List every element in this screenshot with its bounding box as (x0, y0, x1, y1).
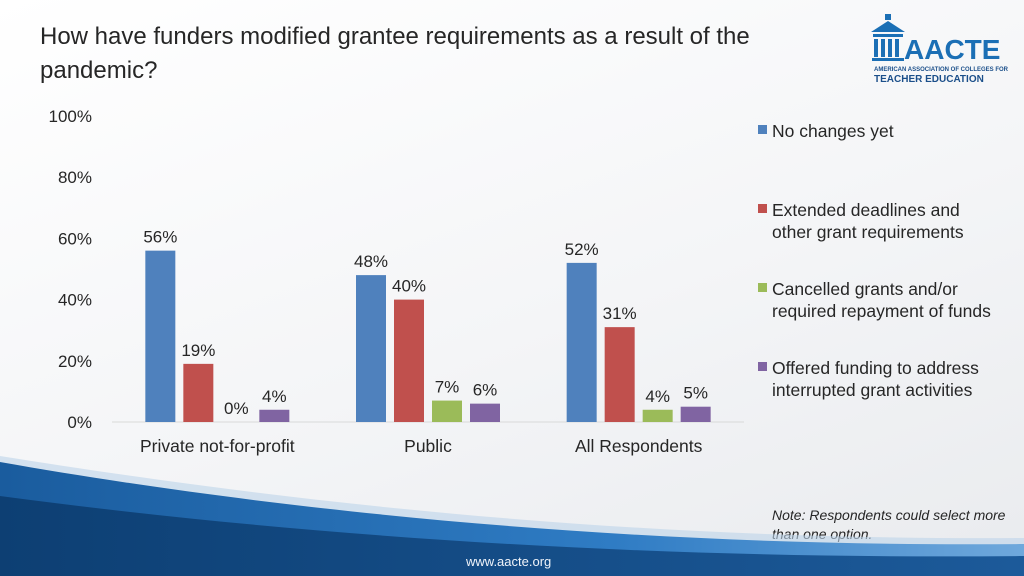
data-label: 6% (473, 381, 498, 400)
x-category-label: Public (404, 436, 452, 456)
y-tick-label: 80% (58, 168, 92, 187)
legend: No changes yet Extended deadlines and ot… (758, 0, 1018, 470)
bar (604, 327, 635, 422)
legend-swatch (758, 283, 767, 292)
bar (470, 403, 500, 422)
logo-subtitle: AMERICAN ASSOCIATION OF COLLEGES FOR (874, 67, 1009, 73)
data-label: 5% (683, 384, 708, 403)
bar (259, 409, 290, 422)
data-label: 40% (392, 277, 426, 296)
logo-subtitle-2: TEACHER EDUCATION (874, 74, 984, 85)
data-label: 7% (435, 378, 460, 397)
aacte-logo: AACTE AMERICAN ASSOCIATION OF COLLEGES F… (868, 12, 1014, 86)
legend-swatch (758, 204, 767, 213)
bar-chart: 0% 20% 40% 60% 80% 100% 56% 19% 0% 4% Private not-… (49, 107, 744, 456)
y-tick-label: 100% (49, 107, 92, 126)
footer-band (0, 456, 1024, 576)
data-label: 31% (603, 304, 637, 323)
legend-label: Cancelled grants and/or required repayme… (772, 279, 991, 321)
schoolhouse-icon (871, 14, 905, 61)
y-tick-label: 60% (58, 229, 92, 248)
data-label: 0% (224, 399, 249, 418)
data-label: 52% (565, 240, 599, 259)
bar (566, 262, 597, 422)
bar (432, 400, 462, 422)
y-tick-label: 20% (58, 352, 92, 371)
x-category-label: Private not-for-profit (140, 436, 295, 456)
legend-label: Offered funding to address interrupted g… (772, 358, 979, 400)
data-label: 19% (181, 341, 215, 360)
logo-wordmark: AACTE (904, 34, 1001, 65)
bar (145, 250, 176, 422)
legend-label: Extended deadlines and other grant requi… (772, 200, 964, 242)
bar (680, 406, 711, 422)
data-label: 4% (645, 387, 670, 406)
bar (642, 409, 673, 422)
legend-label: No changes yet (772, 121, 894, 141)
bar (183, 363, 214, 422)
bar (394, 299, 424, 422)
data-label: 48% (354, 252, 388, 271)
legend-swatch (758, 362, 767, 371)
x-category-label: All Respondents (575, 436, 703, 456)
bar (356, 275, 386, 422)
y-tick-label: 0% (67, 413, 92, 432)
footer-url: www.aacte.org (466, 554, 552, 569)
y-tick-label: 40% (58, 291, 92, 310)
chart-title: How have funders modified grantee requir… (40, 23, 750, 84)
legend-swatch (758, 125, 767, 134)
data-label: 4% (262, 387, 287, 406)
data-label: 56% (143, 228, 177, 247)
